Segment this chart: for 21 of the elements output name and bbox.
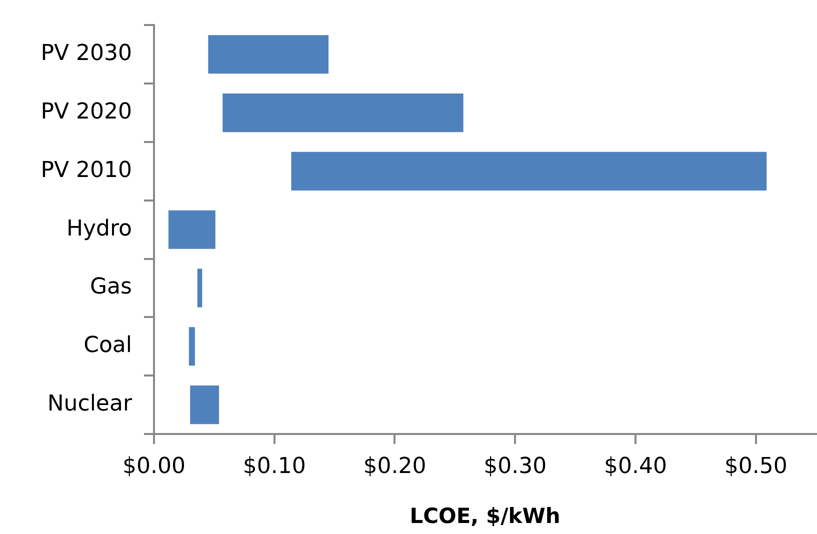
x-tick-label: $0.30: [484, 454, 547, 479]
y-tick-label: PV 2010: [40, 158, 132, 183]
x-tick-label: $0.20: [363, 454, 426, 479]
y-tick-label: Coal: [84, 333, 132, 358]
bar: [168, 210, 216, 249]
x-axis-title: LCOE, $/kWh: [410, 504, 560, 528]
bar: [190, 386, 219, 424]
x-tick-label: $0.40: [604, 454, 667, 479]
y-tick-label: Gas: [90, 274, 132, 300]
x-tick-label: $0.50: [724, 454, 788, 479]
bar: [291, 152, 767, 190]
y-tick-label: Nuclear: [47, 392, 133, 417]
bar: [188, 327, 195, 366]
x-tick-label: $0.10: [242, 454, 306, 479]
y-tick-label: PV 2030: [40, 41, 132, 66]
bar: [197, 268, 202, 308]
y-tick-label: PV 2020: [40, 100, 132, 125]
bar: [208, 35, 329, 74]
y-tick-label: Hydro: [66, 216, 132, 242]
bar: [222, 94, 464, 132]
x-tick-label: $0.00: [122, 454, 186, 479]
